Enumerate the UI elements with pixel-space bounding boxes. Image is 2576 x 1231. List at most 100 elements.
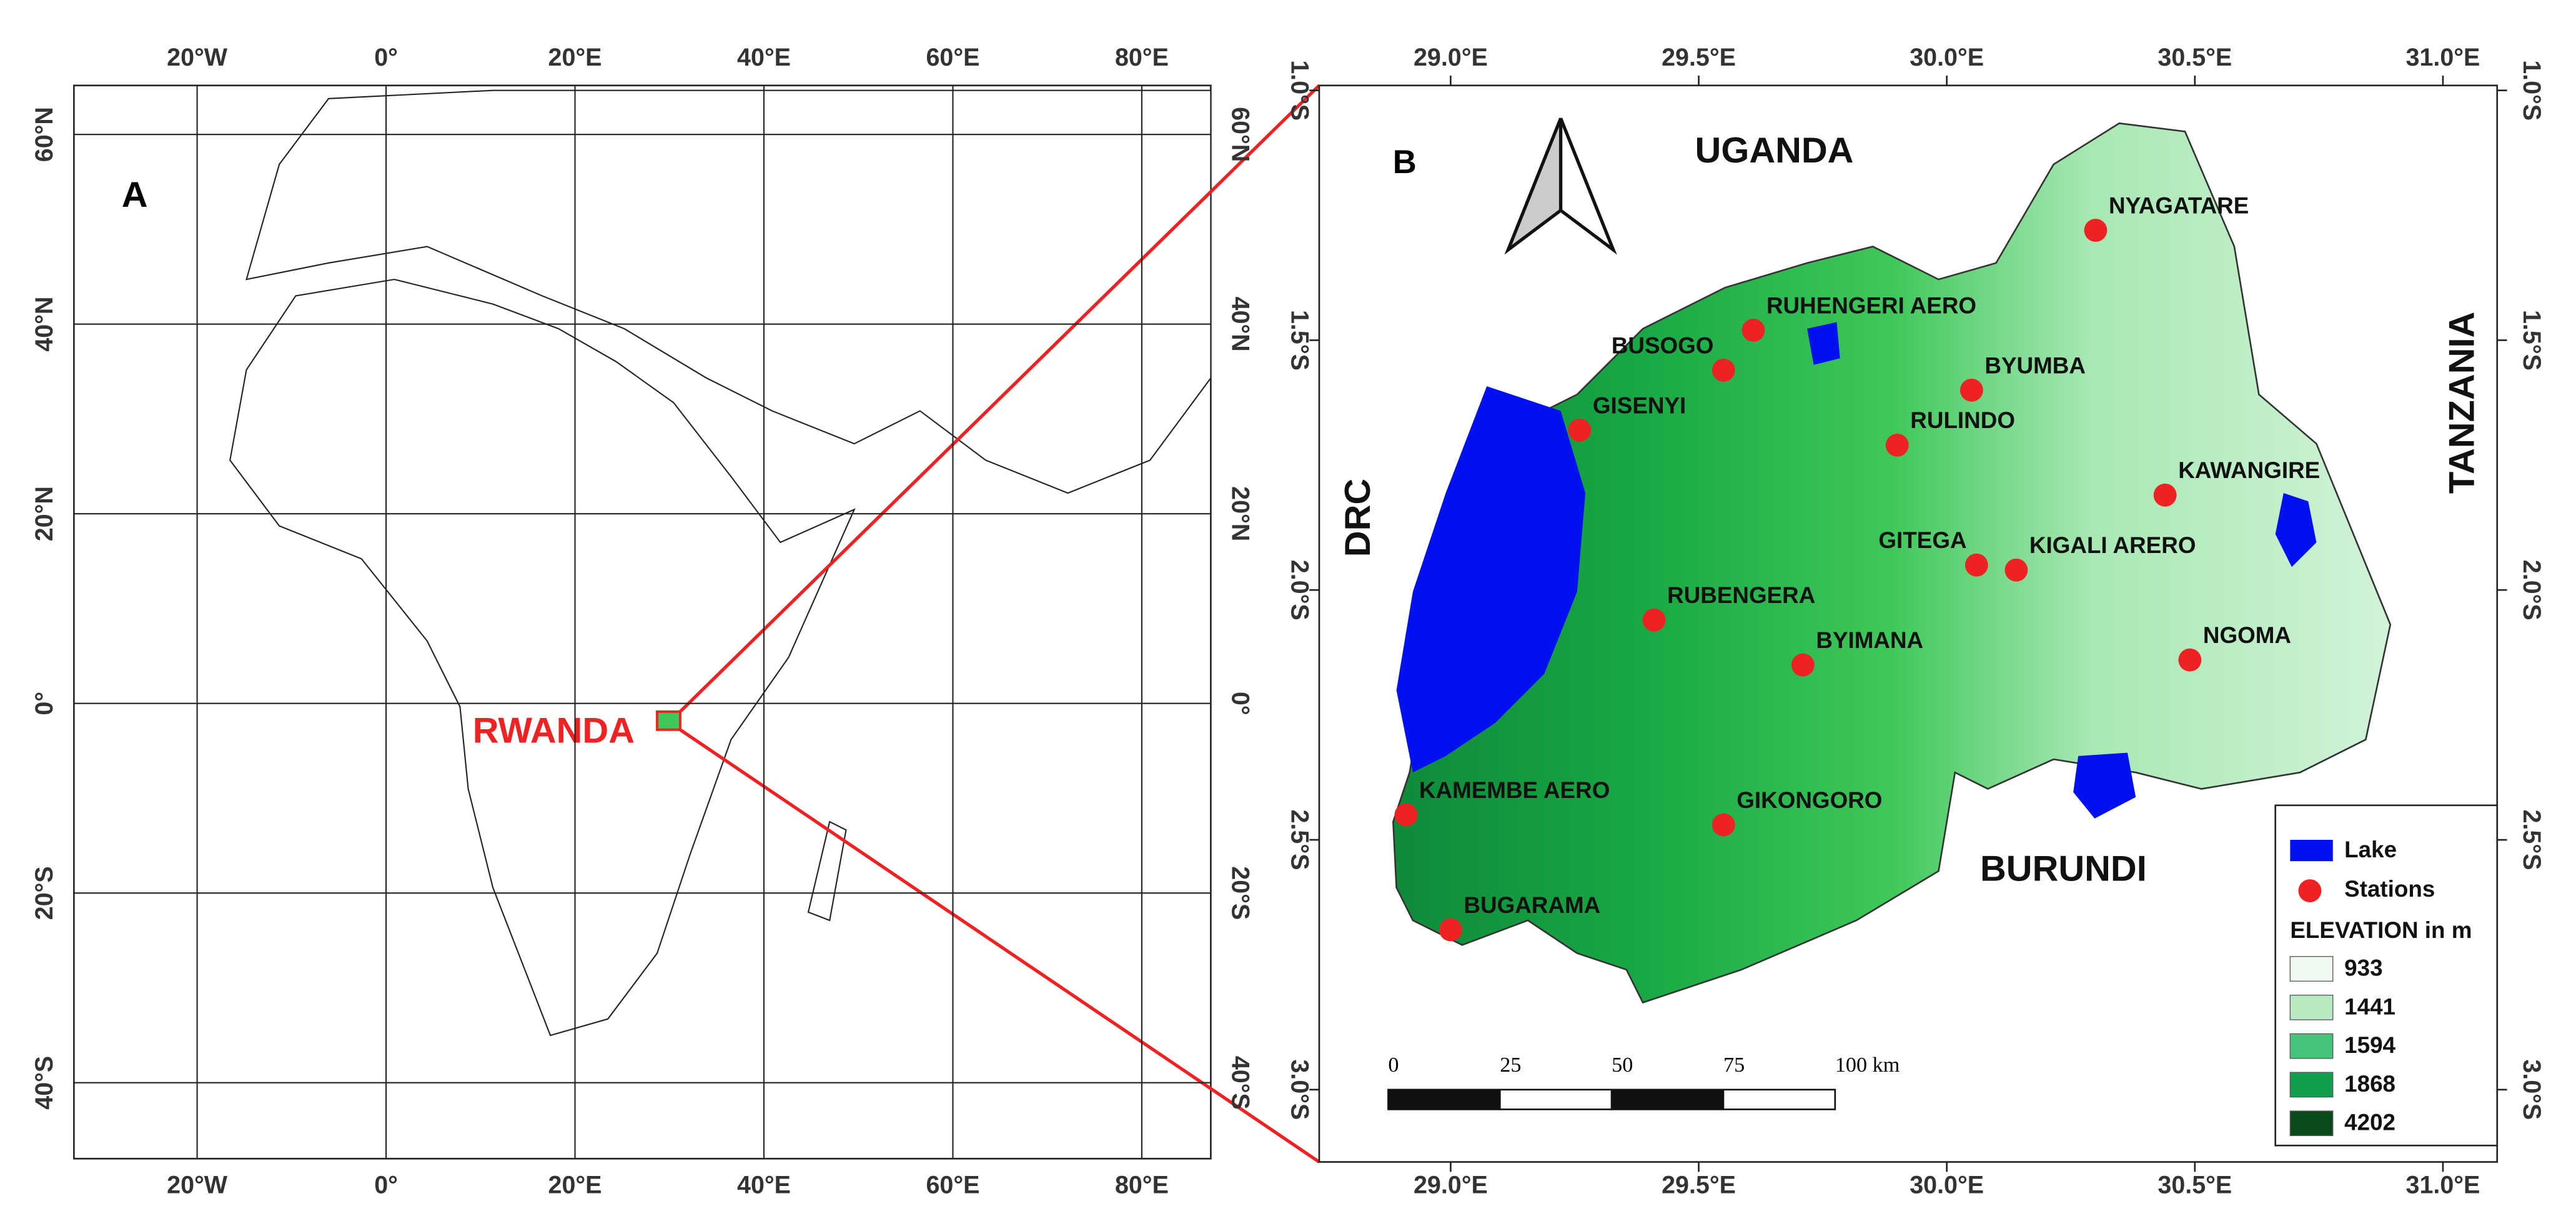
lake xyxy=(2073,752,2136,819)
x-tick-label: 20°E xyxy=(548,44,602,71)
station xyxy=(2004,558,2028,582)
station xyxy=(1791,653,1815,677)
country-label: TANZANIA xyxy=(2442,312,2482,494)
x-tick-label: 31.0°E xyxy=(2406,1171,2480,1199)
rwanda-box xyxy=(656,710,681,731)
y-tick-label: 20°S xyxy=(1227,866,1254,920)
x-tick-label: 30.0°E xyxy=(1910,1171,1984,1199)
zoom-line xyxy=(679,728,1320,1164)
lake xyxy=(2275,493,2317,567)
scale-label: 50 xyxy=(1612,1054,1633,1077)
x-tick-label: 40°E xyxy=(737,1171,791,1199)
station-label: KIGALI ARERO xyxy=(2029,532,2196,558)
legend-label: Stations xyxy=(2344,876,2435,902)
y-tick-label: 60°N xyxy=(1227,107,1254,162)
elevation-swatch xyxy=(2289,1110,2334,1137)
lake xyxy=(1807,322,1840,365)
scale-label: 0 xyxy=(1388,1054,1399,1077)
y-tick-label: 20°N xyxy=(31,486,58,541)
station xyxy=(1885,433,1909,457)
station-label: NGOMA xyxy=(2203,622,2291,648)
elevation-swatch xyxy=(2289,956,2334,982)
country-label: BURUNDI xyxy=(1980,849,2147,889)
y-tick-label: 60°N xyxy=(31,107,58,162)
elevation-swatch xyxy=(2289,1033,2334,1059)
y-tick-label: 20°N xyxy=(1227,486,1254,541)
x-tick-label: 29.0°E xyxy=(1414,1171,1488,1199)
scale-segment xyxy=(1499,1089,1613,1110)
y-tick-label: 3.0°S xyxy=(2518,1059,2545,1120)
station-label: NYAGATARE xyxy=(2109,192,2249,218)
station xyxy=(1394,803,1418,827)
station-label: GIKONGORO xyxy=(1736,787,1882,813)
panel-label: A xyxy=(122,175,148,215)
station-label: RUHENGERI AERO xyxy=(1766,292,1976,318)
eurasia xyxy=(245,89,1212,494)
madagascar xyxy=(807,820,847,922)
station xyxy=(1642,608,1666,632)
station xyxy=(1712,359,1735,382)
legend-label: Lake xyxy=(2344,837,2397,862)
y-tick-label: 3.0°S xyxy=(1286,1059,1313,1120)
country-label: UGANDA xyxy=(1695,131,1854,171)
x-tick-label: 29.5°E xyxy=(1662,1171,1736,1199)
station-label: GISENYI xyxy=(1593,392,1686,418)
legend-swatch xyxy=(2298,879,2322,902)
station xyxy=(2178,648,2202,672)
x-tick-label: 40°E xyxy=(737,44,791,71)
y-tick-label: 20°S xyxy=(31,866,58,920)
y-tick-label: 0° xyxy=(31,692,58,715)
station xyxy=(1964,553,1988,577)
y-tick-label: 40°N xyxy=(1227,297,1254,352)
y-tick-label: 40°S xyxy=(1227,1056,1254,1110)
station-label: KAMEMBE AERO xyxy=(1419,777,1610,803)
rwanda-elevation xyxy=(1392,122,2392,1004)
scale-segment xyxy=(1610,1089,1725,1110)
scale-segment xyxy=(1722,1089,1836,1110)
y-tick-label: 2.5°S xyxy=(2518,810,2545,870)
country-label: DRC xyxy=(1338,479,1378,557)
station xyxy=(1959,379,1983,402)
legend-swatch xyxy=(2290,840,2333,862)
station xyxy=(1741,319,1765,342)
x-tick-label: 20°W xyxy=(167,1171,228,1199)
station-label: RULINDO xyxy=(1910,407,2015,433)
station xyxy=(1439,918,1462,942)
x-tick-label: 80°E xyxy=(1115,1171,1169,1199)
x-tick-label: 60°E xyxy=(926,44,979,71)
station-label: KAWANGIRE xyxy=(2178,457,2320,483)
station xyxy=(2084,219,2108,242)
zoom-line xyxy=(679,84,1320,713)
scale-label: 25 xyxy=(1500,1054,1521,1077)
north-arrow xyxy=(1504,117,1617,255)
x-tick-label: 0° xyxy=(374,44,398,71)
elevation-swatch xyxy=(2289,994,2334,1020)
y-tick-label: 40°S xyxy=(31,1056,58,1110)
y-tick-label: 1.0°S xyxy=(2518,60,2545,121)
station-label: RUBENGERA xyxy=(1667,582,1815,608)
station xyxy=(2153,483,2177,507)
legend-title: ELEVATION in m xyxy=(2290,917,2472,943)
y-tick-label: 40°N xyxy=(31,297,58,352)
scale-label: 75 xyxy=(1723,1054,1745,1077)
station-label: BUGARAMA xyxy=(1464,892,1600,918)
scale-segment xyxy=(1387,1089,1501,1110)
x-tick-label: 30.5°E xyxy=(2157,44,2232,71)
elevation-label: 933 xyxy=(2344,955,2382,981)
y-tick-label: 1.0°S xyxy=(1286,60,1313,121)
station xyxy=(1568,418,1592,442)
x-tick-label: 30.5°E xyxy=(2157,1171,2232,1199)
y-tick-label: 1.5°S xyxy=(1286,310,1313,371)
x-tick-label: 0° xyxy=(374,1171,398,1199)
station-label: BUSOGO xyxy=(1612,332,1714,358)
elevation-label: 1441 xyxy=(2344,994,2395,1019)
elevation-label: 1868 xyxy=(2344,1071,2395,1097)
station-label: BYIMANA xyxy=(1816,627,1923,653)
x-tick-label: 20°W xyxy=(167,44,228,71)
elevation-label: 1594 xyxy=(2344,1032,2395,1058)
x-tick-label: 80°E xyxy=(1115,44,1169,71)
station-label: GITEGA xyxy=(1878,527,1966,553)
station-label: BYUMBA xyxy=(1984,352,2086,378)
